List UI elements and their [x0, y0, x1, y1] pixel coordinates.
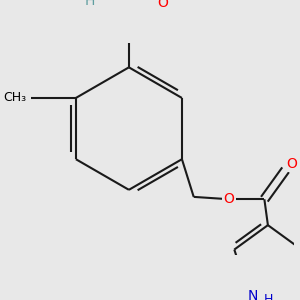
- Text: O: O: [158, 0, 169, 10]
- Text: O: O: [224, 192, 235, 206]
- Text: H: H: [264, 293, 273, 300]
- Text: N: N: [248, 289, 258, 300]
- Text: H: H: [85, 0, 95, 8]
- Text: O: O: [286, 157, 297, 171]
- Text: CH₃: CH₃: [3, 92, 26, 104]
